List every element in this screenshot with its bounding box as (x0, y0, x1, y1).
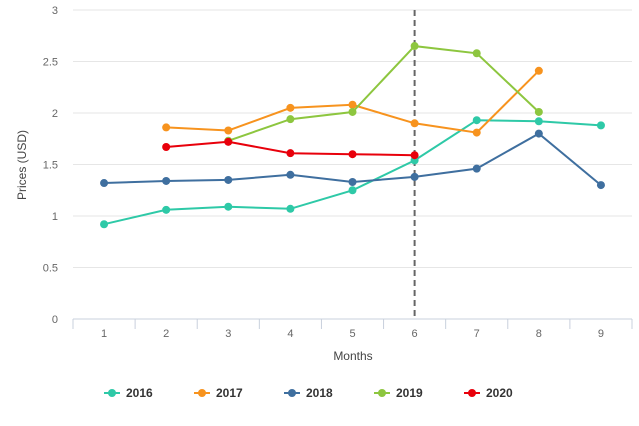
legend-swatch-marker (378, 389, 386, 397)
data-point (410, 119, 419, 128)
data-point (410, 172, 419, 181)
data-point (534, 117, 543, 126)
data-point (162, 123, 171, 132)
data-point (410, 42, 419, 51)
series-line-2016 (103, 119, 601, 226)
data-point (472, 128, 481, 137)
x-tick-label: 3 (225, 328, 231, 340)
legend-swatch-marker (468, 389, 476, 397)
y-tick-label: 0.5 (43, 263, 58, 275)
data-point (472, 116, 481, 125)
data-point (286, 149, 295, 158)
data-point (286, 103, 295, 112)
legend-item-2016: 2016 (104, 386, 153, 400)
x-tick-label: 9 (598, 328, 604, 340)
legend-swatch-marker (288, 389, 296, 397)
data-point (286, 115, 295, 124)
gridlines (73, 9, 632, 268)
series-2017 (162, 66, 543, 137)
y-tick-label: 1 (52, 211, 58, 223)
legend-label: 2018 (306, 386, 333, 400)
legend-label: 2017 (216, 386, 243, 400)
data-point (224, 137, 233, 146)
data-point (162, 176, 171, 185)
series-2016 (100, 116, 605, 229)
y-tick-label: 1.5 (43, 160, 58, 172)
data-point (286, 204, 295, 213)
legend-item-2017: 2017 (194, 386, 243, 400)
legend-label: 2019 (396, 386, 423, 400)
axes: 0 0.5 1 1.5 2 2.5 3 1 2 3 4 5 6 7 8 9 (43, 5, 633, 340)
series-line-2019 (227, 45, 540, 142)
data-point (348, 100, 357, 109)
data-point (162, 142, 171, 151)
data-point (224, 175, 233, 184)
x-tick-label: 5 (349, 328, 355, 340)
data-point (348, 107, 357, 116)
y-axis-title: Prices (USD) (15, 130, 29, 200)
y-tick-label: 3 (52, 5, 58, 17)
data-point (534, 66, 543, 75)
y-tick-label: 2 (52, 108, 58, 120)
x-tick-label: 6 (412, 328, 418, 340)
data-point (596, 121, 605, 130)
series-group (100, 42, 605, 229)
legend-item-2020: 2020 (464, 386, 513, 400)
data-point (348, 186, 357, 195)
data-point (534, 129, 543, 138)
series-2020 (162, 137, 419, 160)
data-point (472, 164, 481, 173)
data-point (224, 126, 233, 135)
data-point (162, 205, 171, 214)
x-tick-label: 4 (287, 328, 293, 340)
x-tick-label: 8 (536, 328, 542, 340)
series-line-2018 (104, 132, 602, 186)
y-tick-label: 0 (52, 314, 58, 326)
data-point (224, 202, 233, 211)
x-tick-label: 1 (101, 328, 107, 340)
legend-label: 2016 (126, 386, 153, 400)
legend: 2016 2017 2018 2019 2020 (104, 386, 513, 400)
data-point (100, 179, 109, 188)
y-tick-label: 2.5 (43, 57, 58, 69)
legend-item-2019: 2019 (374, 386, 423, 400)
data-point (348, 178, 357, 187)
series-2018 (100, 129, 605, 190)
data-point (472, 49, 481, 58)
data-point (100, 220, 109, 229)
series-2019 (224, 42, 543, 145)
x-axis-title: Months (333, 349, 372, 363)
x-tick-label: 2 (163, 328, 169, 340)
x-tick-label: 7 (474, 328, 480, 340)
legend-swatch-marker (198, 389, 206, 397)
data-point (348, 150, 357, 159)
legend-item-2018: 2018 (284, 386, 333, 400)
data-point (286, 170, 295, 179)
data-point (534, 107, 543, 116)
data-point (596, 181, 605, 190)
legend-swatch-marker (108, 389, 116, 397)
legend-label: 2020 (486, 386, 513, 400)
data-point (410, 151, 419, 160)
